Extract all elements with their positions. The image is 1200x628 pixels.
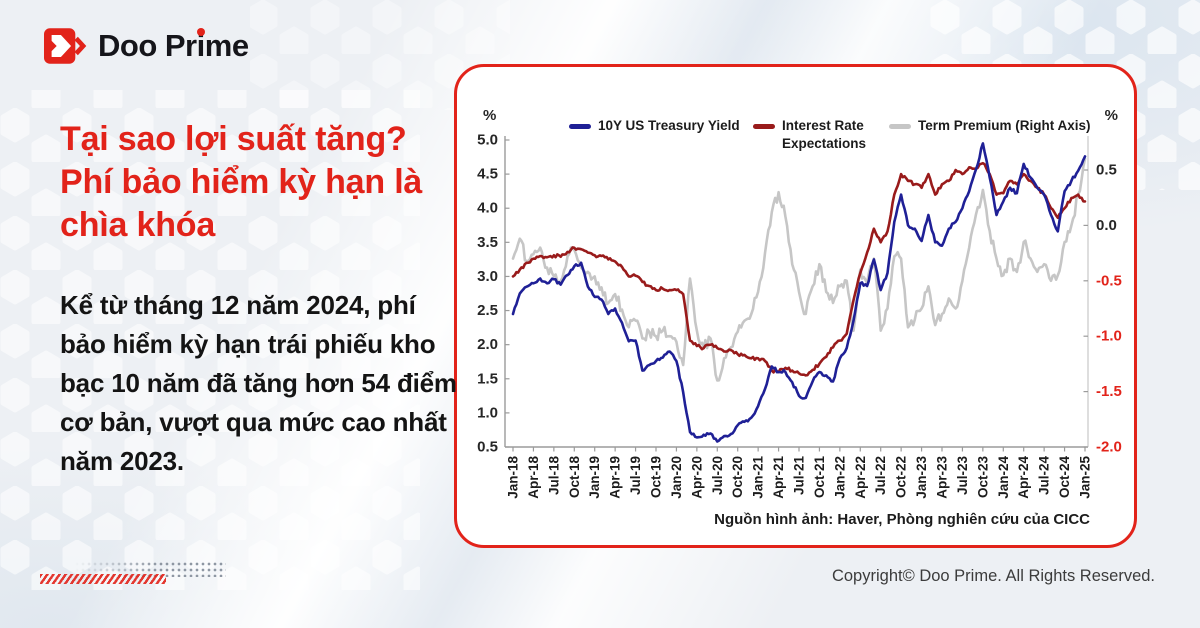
x-axis-tick-label: Jul-19 xyxy=(628,456,643,495)
x-axis-tick-label: Oct-19 xyxy=(649,456,664,498)
legend-swatch xyxy=(753,124,775,129)
decoration-dot-grid xyxy=(74,561,226,577)
right-axis-tick-label: -1.5 xyxy=(1096,383,1122,400)
headline-line2: Phí bảo hiểm kỳ hạn là chìa khóa xyxy=(60,163,423,245)
y-axis-tick-label: 1.5 xyxy=(477,370,498,387)
left-column: Tại sao lợi suất tăng? Phí bảo hiểm kỳ h… xyxy=(60,118,460,481)
x-axis-tick-label: Jan-18 xyxy=(506,456,521,499)
right-axis-tick-label: 0.5 xyxy=(1096,162,1117,179)
chart-card: % % 10Y US Treasury Yield Interest Rate E… xyxy=(454,64,1137,548)
x-axis-tick-label: Jan-23 xyxy=(914,456,929,499)
series-line-10y-us-treasury-yield xyxy=(511,142,1087,443)
y-axis-tick-label: 1.0 xyxy=(477,404,498,421)
x-axis-tick-label: Oct-20 xyxy=(730,456,745,498)
x-axis-tick-label: Oct-18 xyxy=(567,456,582,499)
x-axis-tick-label: Jan-24 xyxy=(996,456,1011,499)
legend-item-3: Term Premium (Right Axis) xyxy=(889,117,1091,135)
chart-legend: 10Y US Treasury Yield Interest Rate Expec… xyxy=(457,117,1140,157)
x-axis-tick-label: Jul-22 xyxy=(873,456,888,495)
headline-line1: Tại sao lợi suất tăng? xyxy=(60,120,407,158)
copyright-text: Copyright© Doo Prime. All Rights Reserve… xyxy=(831,567,1155,585)
legend-swatch xyxy=(569,124,591,129)
right-axis-tick-label: -0.5 xyxy=(1096,272,1122,289)
doo-prime-logo-icon xyxy=(44,28,87,64)
legend-label: Interest Rate Expectations xyxy=(782,118,867,152)
right-axis-tick-label: 0.0 xyxy=(1096,217,1117,234)
x-axis-tick-label: Apr-20 xyxy=(689,456,704,499)
right-axis-tick-label: -1.0 xyxy=(1096,328,1122,345)
x-axis-tick-label: Jul-24 xyxy=(1037,456,1052,496)
x-axis-tick-label: Jul-18 xyxy=(546,456,561,496)
body-text: Kể từ tháng 12 năm 2024, phí bảo hiểm kỳ… xyxy=(60,289,457,476)
legend-label: Term Premium (Right Axis) xyxy=(918,118,1091,133)
right-axis-tick-label: -2.0 xyxy=(1096,439,1122,456)
x-axis-tick-label: Apr-21 xyxy=(771,456,786,499)
x-axis-tick-label: Apr-24 xyxy=(1016,456,1031,499)
legend-item-2: Interest Rate Expectations xyxy=(753,117,878,153)
x-axis-tick-label: Jan-20 xyxy=(669,456,684,499)
x-axis-tick-label: Jul-20 xyxy=(710,456,725,495)
x-axis-tick-label: Oct-22 xyxy=(894,456,909,498)
y-axis-tick-label: 2.5 xyxy=(477,302,498,319)
y-axis-tick-label: 3.5 xyxy=(477,234,498,251)
x-axis-tick-label: Oct-21 xyxy=(812,456,827,499)
y-axis-tick-label: 3.0 xyxy=(477,268,498,285)
left-axis-unit: % xyxy=(483,107,497,124)
x-axis-tick-label: Apr-23 xyxy=(935,456,950,499)
x-axis-tick-label: Jul-21 xyxy=(792,456,807,496)
legend-item-1: 10Y US Treasury Yield xyxy=(569,117,740,135)
x-axis-tick-label: Apr-18 xyxy=(526,456,541,499)
legend-label: 10Y US Treasury Yield xyxy=(598,118,740,133)
x-axis-tick-label: Jan-19 xyxy=(587,456,602,499)
y-axis-tick-label: 0.5 xyxy=(477,439,498,456)
doo-prime-logo-text: Doo Prime xyxy=(98,28,249,63)
x-axis-tick-label: Jan-21 xyxy=(751,456,766,499)
x-axis-tick-label: Oct-24 xyxy=(1057,456,1072,499)
doo-prime-logo: Doo Prime xyxy=(44,25,249,67)
decoration-striped-bar xyxy=(40,574,166,584)
series-line-interest-rate-expectations xyxy=(511,161,1087,377)
page-title: Tại sao lợi suất tăng? Phí bảo hiểm kỳ h… xyxy=(60,118,428,248)
x-axis-tick-label: Jan-25 xyxy=(1078,456,1093,499)
logo-i-red-dot: i xyxy=(196,28,206,63)
x-axis-tick-label: Jan-22 xyxy=(832,456,847,499)
series-line-term-premium-right-axis- xyxy=(511,157,1087,382)
y-axis-tick-label: 4.5 xyxy=(477,166,498,183)
legend-swatch xyxy=(889,124,911,129)
right-axis-unit: % xyxy=(1104,107,1118,124)
y-axis-tick-label: 4.0 xyxy=(477,200,498,217)
x-axis-tick-label: Apr-22 xyxy=(853,456,868,499)
y-axis-tick-label: 2.0 xyxy=(477,336,498,353)
x-axis-tick-label: Apr-19 xyxy=(608,456,623,499)
x-axis-tick-label: Jul-23 xyxy=(955,456,970,496)
source-note: Nguồn hình ảnh: Haver, Phòng nghiên cứu … xyxy=(714,511,1090,528)
x-axis-tick-label: Oct-23 xyxy=(975,456,990,499)
